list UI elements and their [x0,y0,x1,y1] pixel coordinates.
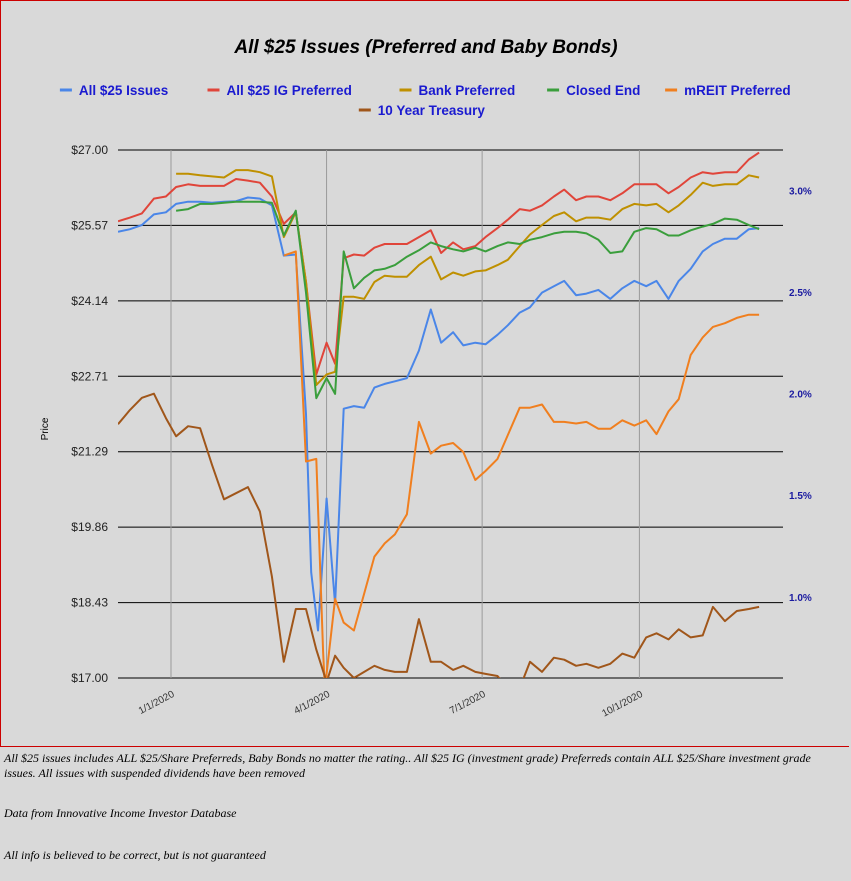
y-tick-label: $27.00 [71,143,108,157]
y-tick-label: $17.00 [71,671,108,685]
y2-tick-label: 2.5% [789,288,812,299]
legend: All $25 Issues All $25 IG Preferred Bank P… [59,83,791,118]
y2-tick-label: 2.0% [789,390,812,401]
gridlines [118,149,783,679]
series-line [283,250,760,678]
y-axis-right: 1.0% 1.5% 2.0% 2.5% 3.0% [789,187,812,604]
y-axis-left: $17.00 $18.43 $19.86 $21.29 $22.71 $24.14 $25.… [71,143,108,685]
y2-tick-label: 1.5% [789,491,812,502]
y-tick-label: $18.43 [71,596,108,610]
definitions-note: All $25 issues includes ALL $25/Share Pr… [4,751,811,780]
series-line [175,200,760,400]
chart-frame: All $25 Issues (Preferred and Baby Bonds… [0,0,850,747]
y2-tick-label: 1.0% [789,593,812,604]
y-tick-label: $22.71 [71,369,108,383]
y-tick-label: $21.29 [71,445,108,459]
disclaimer-note: All info is believed to be correct, but … [4,848,266,862]
chart-title: All $25 Issues (Preferred and Baby Bonds… [233,37,617,58]
legend-label: mREIT Preferred [684,83,791,98]
chart: All $25 Issues (Preferred and Baby Bonds… [1,1,850,746]
source-note: Data from Innovative Income Investor Dat… [4,806,237,820]
y-tick-label: $24.14 [71,294,108,308]
legend-label: All $25 IG Preferred [227,83,352,98]
legend-label: Bank Preferred [419,83,516,98]
legend-label: Closed End [566,83,640,98]
y-tick-label: $25.57 [71,218,108,232]
series-line [176,169,760,386]
y2-tick-label: 3.0% [789,187,812,198]
series-line [118,392,760,678]
y-tick-label: $19.86 [71,520,108,534]
legend-label: All $25 Issues [79,83,168,98]
y-axis-label: Price [40,417,51,440]
series-line [118,151,760,376]
series-lines [118,151,760,678]
legend-label: 10 Year Treasury [378,103,486,118]
